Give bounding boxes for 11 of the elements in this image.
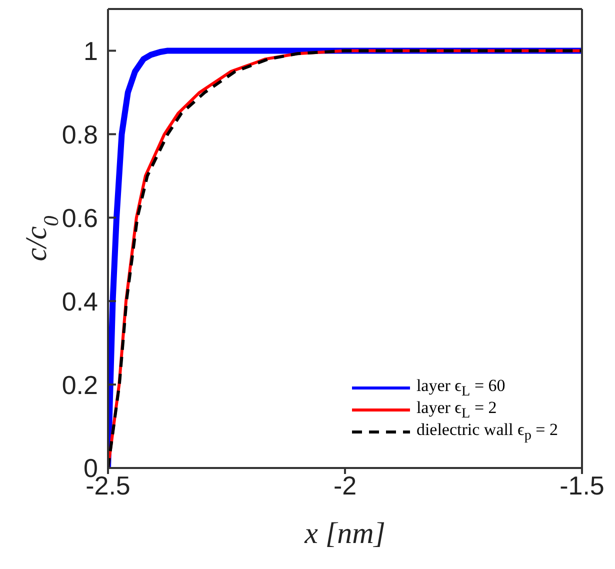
x-axis-title: x [nm] <box>304 517 386 550</box>
y-tick-label: 0.6 <box>62 202 98 233</box>
legend-label: layer ϵ$_{L}$ = 60 <box>416 376 506 400</box>
legend-label: dielectric wall ϵ$_{p}$ = 2 <box>416 420 558 444</box>
legend-label: layer ϵ$_{L}$ = 2 <box>416 398 497 422</box>
y-tick-label: 0.2 <box>62 370 98 400</box>
y-tick-label: 1 <box>84 36 98 66</box>
y-tick-label: 0.4 <box>62 286 98 316</box>
y-tick-label: 0.8 <box>62 119 98 150</box>
x-tick-label: -2 <box>333 470 357 500</box>
x-tick-label: -1.5 <box>560 470 604 500</box>
